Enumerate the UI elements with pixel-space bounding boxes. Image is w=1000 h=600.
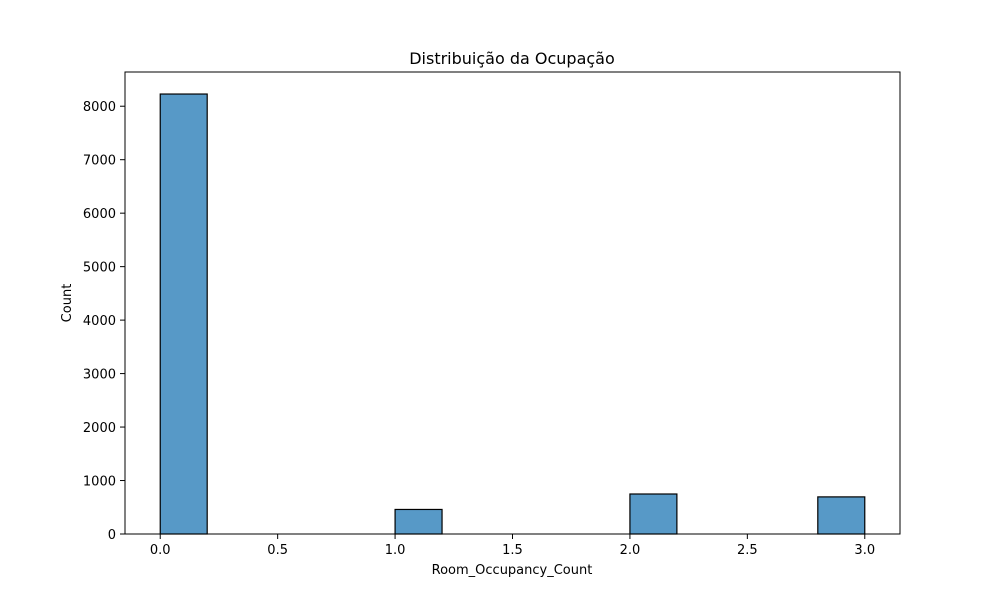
y-tick-label: 5000 (83, 261, 116, 276)
x-tick-label: 1.0 (385, 543, 406, 558)
plot-frame (124, 71, 901, 535)
x-tick-label: 3.0 (854, 543, 875, 558)
y-tick-label: 0 (108, 528, 116, 543)
y-tick-label: 6000 (83, 207, 116, 222)
bars-group (159, 93, 866, 535)
y-tick-label: 8000 (83, 100, 116, 115)
y-tick-label: 2000 (83, 421, 116, 436)
chart-title: Distribuição da Ocupação (409, 49, 615, 68)
y-tick-label: 3000 (83, 368, 116, 383)
y-axis-label: Count (60, 284, 75, 323)
x-axis-label: Room_Occupancy_Count (432, 563, 593, 578)
y-tick-label: 1000 (83, 475, 116, 490)
y-tick-label: 7000 (83, 154, 116, 169)
histogram-bar-2 (629, 493, 678, 535)
histogram-bar-0 (159, 93, 208, 535)
x-tick-label: 0.0 (150, 543, 171, 558)
y-tick-label: 4000 (83, 314, 116, 329)
y-axis-ticks: 0 1000 2000 3000 4000 5000 6000 7000 8000 (83, 100, 125, 543)
histogram-bar-1 (394, 508, 443, 535)
x-axis-ticks: 0.0 0.5 1.0 1.5 2.0 2.5 3.0 (150, 534, 875, 558)
histogram-bar-3 (817, 496, 866, 535)
x-tick-label: 2.0 (620, 543, 641, 558)
x-tick-label: 2.5 (737, 543, 758, 558)
x-tick-label: 0.5 (267, 543, 288, 558)
x-tick-label: 1.5 (502, 543, 523, 558)
